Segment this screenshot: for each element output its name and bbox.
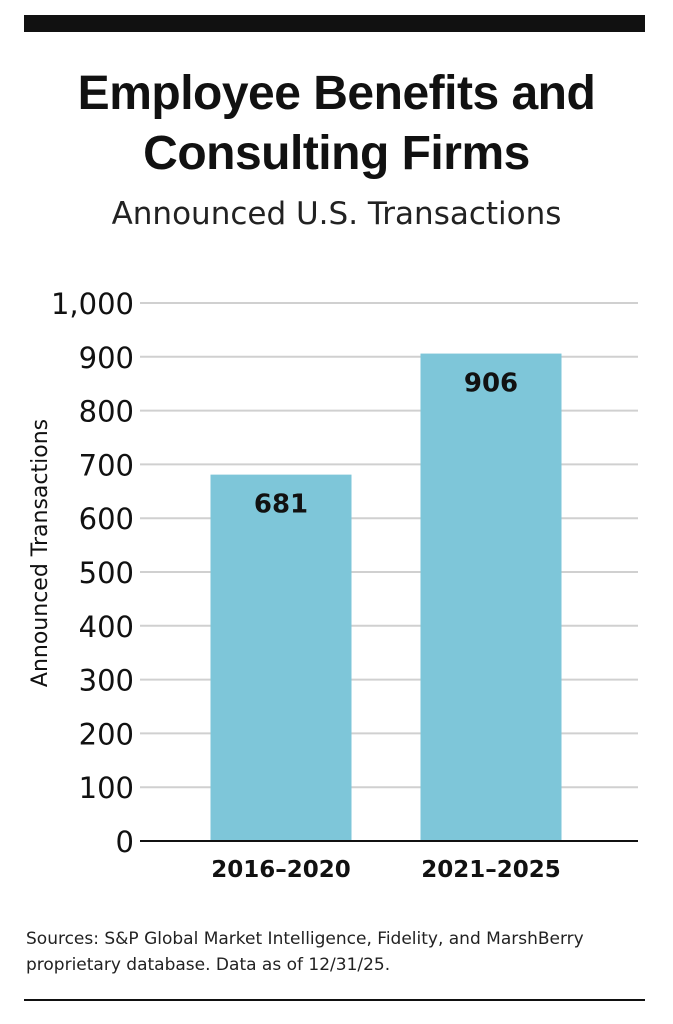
y-tick-label: 0 (116, 825, 134, 859)
x-tick-labels: 2016–2020 2021–2025 (211, 857, 561, 883)
bar (420, 353, 562, 841)
source-note: Sources: S&P Global Market Intelligence,… (26, 929, 584, 975)
x-tick-label: 2016–2020 (211, 857, 351, 883)
data-label: 906 (464, 369, 518, 399)
y-axis-label: Announced Transactions (28, 419, 53, 687)
x-tick-label: 2021–2025 (421, 857, 561, 883)
top-rule (24, 15, 645, 32)
bar (210, 474, 352, 841)
bottom-rule (24, 999, 645, 1001)
y-tick-label: 900 (79, 341, 134, 375)
y-tick-labels: 0 100 200 300 400 500 600 700 800 900 1,000 (51, 287, 134, 859)
y-tick-label: 800 (79, 395, 134, 429)
y-tick-label: 1,000 (51, 287, 134, 321)
chart-title: Employee Benefits and Consulting Firms (77, 67, 596, 180)
y-tick-label: 300 (79, 664, 134, 698)
y-tick-label: 100 (79, 771, 134, 805)
y-tick-label: 500 (79, 556, 134, 590)
data-label: 681 (254, 490, 308, 520)
y-tick-label: 400 (79, 610, 134, 644)
bars (210, 353, 562, 841)
chart-subtitle: Announced U.S. Transactions (111, 196, 562, 232)
data-labels: 681 906 (254, 369, 518, 520)
y-tick-label: 600 (79, 502, 134, 536)
y-tick-label: 200 (79, 717, 134, 751)
y-tick-label: 700 (79, 448, 134, 482)
